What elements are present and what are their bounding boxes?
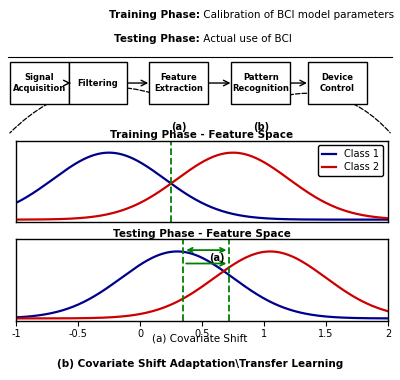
FancyBboxPatch shape (231, 62, 290, 104)
Text: Signal
Acquisition: Signal Acquisition (13, 73, 66, 93)
FancyBboxPatch shape (69, 62, 128, 104)
Text: Filtering: Filtering (78, 79, 118, 87)
Text: Device
Control: Device Control (320, 73, 355, 93)
Text: (b) Covariate Shift Adaptation\Transfer Learning: (b) Covariate Shift Adaptation\Transfer … (57, 359, 343, 369)
FancyBboxPatch shape (149, 62, 208, 104)
Text: Calibration of BCI model parameters: Calibration of BCI model parameters (200, 10, 394, 20)
Text: Feature
Extraction: Feature Extraction (154, 73, 203, 93)
FancyBboxPatch shape (10, 62, 69, 104)
Text: Actual use of BCI: Actual use of BCI (200, 34, 292, 44)
Text: (a): (a) (171, 122, 186, 132)
Text: (a) Covariate Shift: (a) Covariate Shift (152, 334, 248, 344)
FancyBboxPatch shape (308, 62, 366, 104)
Legend: Class 1, Class 2: Class 1, Class 2 (318, 146, 383, 176)
Title: Testing Phase - Feature Space: Testing Phase - Feature Space (113, 229, 291, 239)
Text: (b): (b) (253, 122, 269, 132)
Text: Testing Phase:: Testing Phase: (114, 34, 200, 44)
Text: (a): (a) (209, 253, 224, 263)
Text: Training Phase:: Training Phase: (109, 10, 200, 20)
Title: Training Phase - Feature Space: Training Phase - Feature Space (110, 130, 294, 140)
Text: Pattern
Recognition: Pattern Recognition (232, 73, 289, 93)
